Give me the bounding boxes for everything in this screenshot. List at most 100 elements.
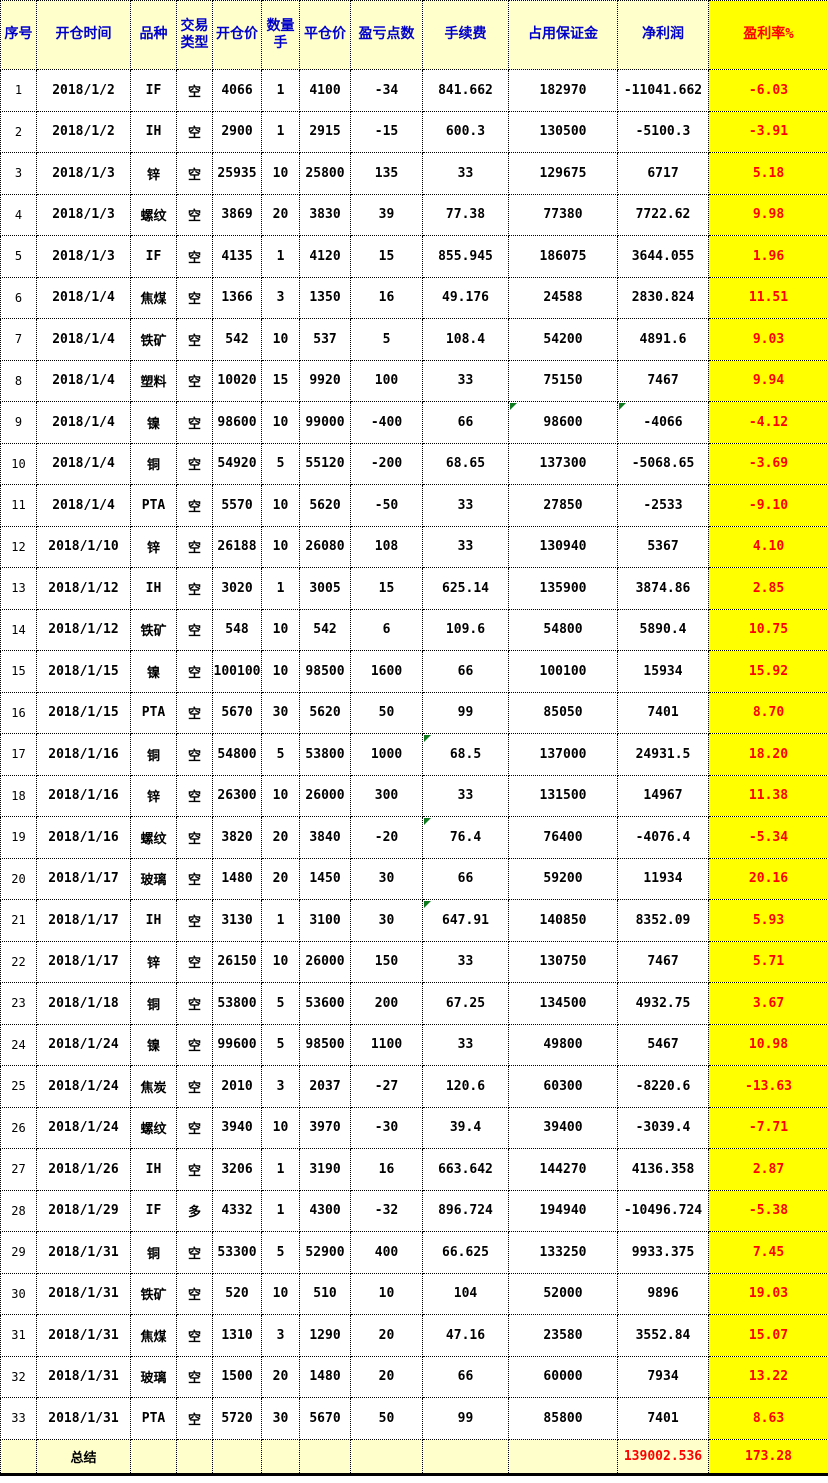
cell-symbol[interactable]: IF: [130, 1189, 177, 1232]
cell-index[interactable]: 2: [0, 110, 37, 153]
cell-margin-used[interactable]: 130500: [508, 110, 618, 153]
cell-profit-rate[interactable]: -5.34: [708, 816, 828, 859]
cell-trade-type[interactable]: 空: [176, 1397, 213, 1440]
summary-index-cell[interactable]: [0, 1438, 37, 1475]
cell-symbol[interactable]: 锌: [130, 774, 177, 817]
cell-open-price[interactable]: 54800: [212, 733, 262, 776]
cell-trade-type[interactable]: 空: [176, 1231, 213, 1274]
cell-trade-type[interactable]: 空: [176, 152, 213, 195]
cell-net-profit[interactable]: -3039.4: [617, 1106, 709, 1149]
cell-symbol[interactable]: 镍: [130, 1023, 177, 1066]
cell-open-time[interactable]: 2018/1/16: [36, 733, 131, 776]
cell-index[interactable]: 18: [0, 774, 37, 817]
cell-index[interactable]: 29: [0, 1231, 37, 1274]
cell-pnl-points[interactable]: 400: [350, 1231, 423, 1274]
cell-net-profit[interactable]: 7401: [617, 1397, 709, 1440]
cell-fee[interactable]: 647.91: [422, 899, 509, 942]
cell-net-profit[interactable]: 24931.5: [617, 733, 709, 776]
cell-open-price[interactable]: 1480: [212, 857, 262, 900]
cell-open-price[interactable]: 53800: [212, 982, 262, 1025]
cell-trade-type[interactable]: 空: [176, 816, 213, 859]
cell-trade-type[interactable]: 空: [176, 857, 213, 900]
cell-fee[interactable]: 841.662: [422, 69, 509, 112]
cell-quantity-lots[interactable]: 5: [261, 442, 300, 485]
cell-trade-type[interactable]: 空: [176, 608, 213, 651]
cell-close-price[interactable]: 99000: [299, 401, 351, 444]
header-quantity-lots[interactable]: 数量手: [261, 0, 300, 70]
cell-index[interactable]: 12: [0, 525, 37, 568]
cell-pnl-points[interactable]: -400: [350, 401, 423, 444]
cell-quantity-lots[interactable]: 10: [261, 1106, 300, 1149]
cell-pnl-points[interactable]: -15: [350, 110, 423, 153]
cell-close-price[interactable]: 510: [299, 1272, 351, 1315]
cell-fee[interactable]: 104: [422, 1272, 509, 1315]
cell-profit-rate[interactable]: -3.69: [708, 442, 828, 485]
cell-pnl-points[interactable]: 300: [350, 774, 423, 817]
cell-open-time[interactable]: 2018/1/15: [36, 650, 131, 693]
cell-net-profit[interactable]: -4076.4: [617, 816, 709, 859]
cell-fee[interactable]: 600.3: [422, 110, 509, 153]
cell-net-profit[interactable]: -5100.3: [617, 110, 709, 153]
cell-close-price[interactable]: 5670: [299, 1397, 351, 1440]
cell-profit-rate[interactable]: 19.03: [708, 1272, 828, 1315]
cell-fee[interactable]: 33: [422, 525, 509, 568]
cell-open-price[interactable]: 4332: [212, 1189, 262, 1232]
cell-open-price[interactable]: 10020: [212, 359, 262, 402]
cell-pnl-points[interactable]: 100: [350, 359, 423, 402]
cell-profit-rate[interactable]: 3.67: [708, 982, 828, 1025]
cell-profit-rate[interactable]: -5.38: [708, 1189, 828, 1232]
cell-symbol[interactable]: 铁矿: [130, 608, 177, 651]
cell-open-time[interactable]: 2018/1/17: [36, 899, 131, 942]
cell-close-price[interactable]: 3970: [299, 1106, 351, 1149]
cell-symbol[interactable]: 焦煤: [130, 1314, 177, 1357]
cell-open-price[interactable]: 25935: [212, 152, 262, 195]
cell-symbol[interactable]: 铜: [130, 733, 177, 776]
cell-close-price[interactable]: 1450: [299, 857, 351, 900]
cell-index[interactable]: 27: [0, 1148, 37, 1191]
cell-profit-rate[interactable]: -13.63: [708, 1065, 828, 1108]
cell-profit-rate[interactable]: 8.70: [708, 691, 828, 734]
cell-margin-used[interactable]: 140850: [508, 899, 618, 942]
cell-index[interactable]: 3: [0, 152, 37, 195]
cell-close-price[interactable]: 1290: [299, 1314, 351, 1357]
cell-open-time[interactable]: 2018/1/15: [36, 691, 131, 734]
cell-symbol[interactable]: 锌: [130, 940, 177, 983]
cell-trade-type[interactable]: 空: [176, 774, 213, 817]
cell-pnl-points[interactable]: 1600: [350, 650, 423, 693]
cell-open-time[interactable]: 2018/1/4: [36, 359, 131, 402]
cell-net-profit[interactable]: 5467: [617, 1023, 709, 1066]
cell-index[interactable]: 33: [0, 1397, 37, 1440]
cell-open-price[interactable]: 2900: [212, 110, 262, 153]
cell-symbol[interactable]: IF: [130, 235, 177, 278]
cell-symbol[interactable]: 铁矿: [130, 1272, 177, 1315]
header-trade-type[interactable]: 交易类型: [176, 0, 213, 70]
cell-net-profit[interactable]: -10496.724: [617, 1189, 709, 1232]
cell-open-price[interactable]: 4066: [212, 69, 262, 112]
cell-net-profit[interactable]: 5890.4: [617, 608, 709, 651]
cell-fee[interactable]: 67.25: [422, 982, 509, 1025]
cell-quantity-lots[interactable]: 5: [261, 733, 300, 776]
cell-symbol[interactable]: IH: [130, 567, 177, 610]
cell-fee[interactable]: 66.625: [422, 1231, 509, 1274]
cell-quantity-lots[interactable]: 5: [261, 1231, 300, 1274]
cell-index[interactable]: 24: [0, 1023, 37, 1066]
cell-open-time[interactable]: 2018/1/4: [36, 318, 131, 361]
cell-margin-used[interactable]: 137300: [508, 442, 618, 485]
cell-open-time[interactable]: 2018/1/31: [36, 1231, 131, 1274]
cell-open-price[interactable]: 26150: [212, 940, 262, 983]
cell-trade-type[interactable]: 空: [176, 1065, 213, 1108]
cell-fee[interactable]: 33: [422, 484, 509, 527]
cell-quantity-lots[interactable]: 3: [261, 1314, 300, 1357]
cell-close-price[interactable]: 5620: [299, 484, 351, 527]
cell-profit-rate[interactable]: -9.10: [708, 484, 828, 527]
summary-empty-cell[interactable]: [212, 1438, 262, 1475]
cell-open-price[interactable]: 1310: [212, 1314, 262, 1357]
cell-pnl-points[interactable]: 135: [350, 152, 423, 195]
cell-close-price[interactable]: 98500: [299, 650, 351, 693]
cell-fee[interactable]: 47.16: [422, 1314, 509, 1357]
cell-close-price[interactable]: 26000: [299, 774, 351, 817]
cell-pnl-points[interactable]: 39: [350, 193, 423, 236]
cell-profit-rate[interactable]: 1.96: [708, 235, 828, 278]
header-margin-used[interactable]: 占用保证金: [508, 0, 618, 70]
cell-quantity-lots[interactable]: 1: [261, 1148, 300, 1191]
